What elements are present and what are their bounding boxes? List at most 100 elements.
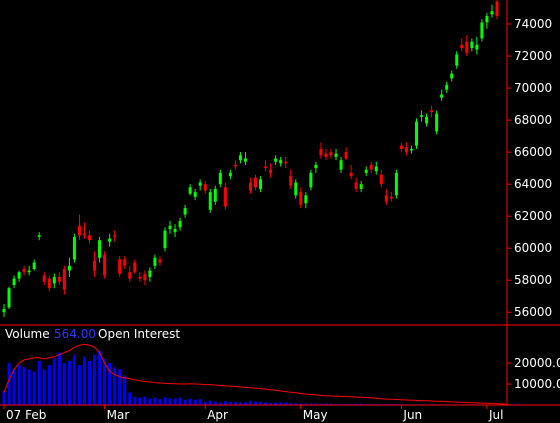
price-tick-label: 74000 <box>514 17 552 31</box>
candle-body <box>138 276 142 279</box>
price-tick-label: 66000 <box>514 145 552 159</box>
volume-bar <box>148 398 152 405</box>
volume-bar <box>27 369 31 405</box>
candle-body <box>233 164 237 167</box>
candle <box>12 275 16 289</box>
candle-body <box>440 94 444 98</box>
candle <box>274 155 278 165</box>
volume-bar <box>254 401 258 405</box>
candle <box>183 204 187 218</box>
candle-body <box>128 272 132 279</box>
candle-body <box>77 225 81 236</box>
volume-bar <box>289 403 293 405</box>
candle-body <box>228 172 232 177</box>
price-tick-label: 72000 <box>514 49 552 63</box>
candle-body <box>294 182 298 196</box>
candle-body <box>153 257 157 266</box>
time-tick-label: Apr <box>207 408 228 422</box>
price-tick-label: 68000 <box>514 113 552 127</box>
candle-body <box>460 44 464 49</box>
candle-body <box>394 172 398 196</box>
volume-bar <box>118 369 122 405</box>
candle-body <box>480 22 484 39</box>
price-tick-label: 64000 <box>514 177 552 191</box>
volume-bar <box>223 401 227 405</box>
volume-bar <box>163 397 167 405</box>
volume-bar <box>238 402 242 405</box>
volume-bar <box>284 402 288 405</box>
candle <box>98 236 102 263</box>
volume-bar <box>269 402 273 405</box>
candle <box>299 187 303 209</box>
candle <box>384 188 388 205</box>
candle-body <box>32 262 36 269</box>
volume-bar <box>384 403 388 405</box>
candle <box>394 169 398 199</box>
volume-bar <box>233 402 237 405</box>
volume-bar <box>178 397 182 405</box>
candle <box>233 160 237 170</box>
volume-bar <box>173 398 177 405</box>
volume-bar <box>153 397 157 405</box>
candle-body <box>254 177 258 188</box>
candle-body <box>435 113 439 132</box>
price-tick-label: 60000 <box>514 241 552 255</box>
open-interest-line <box>3 343 508 405</box>
candle-body <box>27 270 31 273</box>
candle <box>108 233 112 247</box>
candle-body <box>148 270 152 277</box>
candle-body <box>213 188 217 202</box>
candle <box>430 105 434 117</box>
candle-body <box>183 208 187 215</box>
candle-body <box>108 238 112 242</box>
candle-body <box>475 44 479 50</box>
candle <box>359 180 363 193</box>
candle <box>223 182 227 210</box>
volume-bar <box>319 403 323 405</box>
candle <box>470 38 474 52</box>
candle <box>465 35 469 57</box>
candle-body <box>455 54 459 66</box>
volume-bar <box>143 396 147 405</box>
volume-bar <box>108 363 112 405</box>
candle-body <box>264 166 268 169</box>
candle-body <box>12 278 16 285</box>
volume-bar <box>334 403 338 405</box>
volume-bar <box>62 363 66 405</box>
candle-body <box>379 174 383 185</box>
candle-body <box>425 116 429 124</box>
candle-body <box>299 192 303 205</box>
volume-bar <box>103 358 107 405</box>
candle <box>460 38 464 52</box>
volume-bar <box>228 401 232 405</box>
candle <box>128 265 132 282</box>
volume-bar <box>203 401 207 405</box>
candle-body <box>339 160 343 170</box>
volume-bar <box>93 354 97 405</box>
volume-bar <box>249 400 252 405</box>
candle <box>72 233 76 263</box>
candle <box>113 230 117 242</box>
candle-body <box>420 115 424 117</box>
candle <box>42 272 46 285</box>
volume-bar <box>359 403 363 405</box>
candle <box>435 110 439 135</box>
volume-bar <box>47 365 51 405</box>
candle-body <box>168 225 172 229</box>
candle-body <box>495 1 499 17</box>
candle-body <box>17 272 21 279</box>
volume-bar <box>193 399 197 405</box>
candle <box>254 174 258 191</box>
candle-body <box>309 172 313 188</box>
price-tick-label: 62000 <box>514 209 552 223</box>
volume-bar <box>37 360 41 405</box>
candle <box>475 36 479 55</box>
candle <box>490 4 494 18</box>
volume-bar <box>52 358 56 405</box>
candle-body <box>158 259 162 263</box>
volume-bar <box>354 403 358 405</box>
candle-body <box>88 235 92 241</box>
candle-body <box>218 172 222 185</box>
volume-bar <box>213 401 217 405</box>
volume-label: Volume <box>5 327 50 341</box>
